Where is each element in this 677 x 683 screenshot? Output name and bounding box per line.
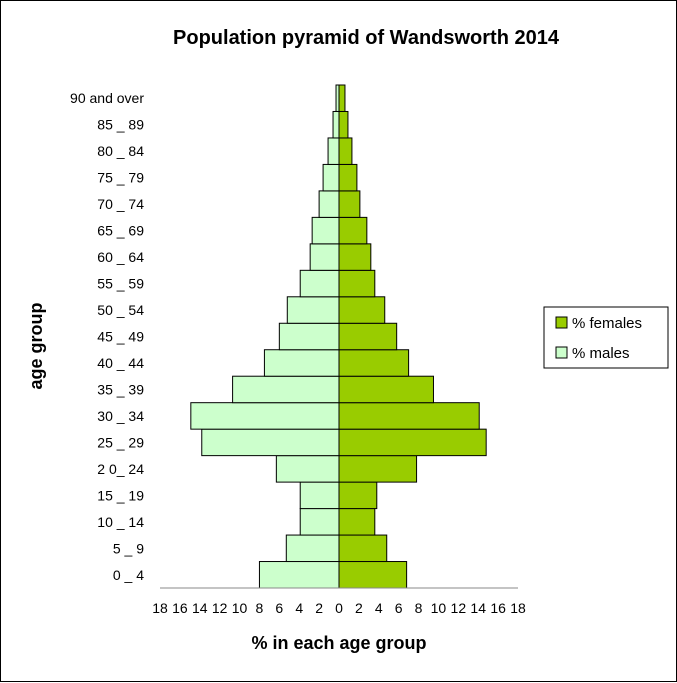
bar-male-2	[299, 508, 340, 536]
x-tick-label: 2	[315, 600, 323, 616]
bars-group	[190, 84, 487, 589]
bar-male-10	[286, 296, 340, 324]
bar-female-7	[338, 375, 434, 404]
category-label: 65 _ 69	[97, 223, 144, 239]
x-tick-label: 0	[335, 600, 343, 616]
bar-male-6	[190, 402, 340, 430]
x-tick-label: 2	[355, 600, 363, 616]
x-tick-labels: 18 16 14 12 10 8 6 4 2 0 2 4 6 8 10 12 14 16 18	[152, 600, 526, 616]
x-tick-label: 6	[275, 600, 283, 616]
legend-label-males: % males	[572, 345, 630, 362]
category-label: 50 _ 54	[97, 302, 144, 318]
x-tick-label: 18	[510, 600, 526, 616]
bar-male-5	[201, 428, 340, 457]
bar-male-15	[322, 163, 340, 192]
x-tick-label: 14	[192, 600, 208, 616]
bar-female-17	[338, 110, 349, 139]
bar-male-17	[332, 110, 340, 139]
bar-male-14	[318, 190, 340, 218]
category-label: 55 _ 59	[97, 276, 144, 292]
category-label: 45 _ 49	[97, 329, 144, 345]
x-tick-label: 16	[172, 600, 188, 616]
x-tick-label: 8	[256, 600, 264, 616]
category-label: 70 _ 74	[97, 196, 144, 212]
x-tick-label: 6	[395, 600, 403, 616]
category-label: 75 _ 79	[97, 170, 144, 186]
bar-male-16	[327, 137, 340, 165]
bar-female-8	[338, 349, 410, 377]
x-tick-label: 4	[295, 600, 303, 616]
bar-female-16	[338, 137, 353, 165]
x-tick-label: 18	[152, 600, 168, 616]
category-label: 80 _ 84	[97, 143, 144, 159]
category-label: 90 and over	[70, 90, 144, 106]
x-axis-title: % in each age group	[251, 633, 426, 653]
bar-female-1	[338, 534, 388, 563]
category-labels: 0 _ 4 5 _ 9 10 _ 14 15 _ 19 2 0_ 24 25 _ 29 30…	[70, 90, 144, 583]
legend-swatch-males	[555, 346, 568, 359]
legend-label-females: % females	[572, 315, 642, 332]
y-axis-title: age group	[26, 302, 46, 389]
bar-female-3	[338, 481, 378, 510]
bar-female-2	[338, 508, 376, 536]
bar-female-4	[338, 455, 418, 483]
bar-female-6	[338, 402, 480, 430]
category-label: 60 _ 64	[97, 249, 144, 265]
bar-male-11	[299, 269, 340, 298]
category-label: 30 _ 34	[97, 408, 144, 424]
category-label: 85 _ 89	[97, 117, 144, 133]
category-label: 10 _ 14	[97, 514, 144, 530]
bar-male-13	[311, 216, 340, 245]
legend: % females % males	[543, 306, 669, 369]
category-label: 0 _ 4	[113, 567, 144, 583]
bar-female-10	[338, 296, 386, 324]
bar-male-3	[299, 481, 340, 510]
bar-male-7	[232, 375, 340, 404]
category-label: 35 _ 39	[97, 381, 144, 397]
bar-male-9	[278, 322, 340, 351]
x-tick-label: 16	[490, 600, 506, 616]
bar-female-5	[338, 428, 487, 457]
chart-title: Population pyramid of Wandsworth 2014	[173, 27, 560, 49]
bar-female-9	[338, 322, 398, 351]
bar-male-8	[263, 349, 340, 377]
x-tick-label: 14	[470, 600, 486, 616]
bar-female-13	[338, 216, 368, 245]
bar-female-18	[338, 84, 346, 112]
category-label: 2 0_ 24	[97, 461, 144, 477]
bar-female-11	[338, 269, 376, 298]
x-tick-label: 4	[375, 600, 383, 616]
bar-male-4	[275, 455, 340, 483]
bar-female-14	[338, 190, 361, 218]
bar-male-0	[258, 561, 340, 589]
category-label: 5 _ 9	[113, 540, 144, 556]
x-tick-label: 10	[431, 600, 447, 616]
x-tick-label: 8	[415, 600, 423, 616]
category-label: 40 _ 44	[97, 355, 144, 371]
bar-male-12	[309, 243, 340, 271]
category-label: 15 _ 19	[97, 487, 144, 503]
legend-swatch-females	[555, 316, 568, 329]
bar-female-12	[338, 243, 372, 271]
bar-female-15	[338, 163, 358, 192]
x-tick-label: 10	[232, 600, 248, 616]
bar-male-1	[285, 534, 340, 563]
category-label: 25 _ 29	[97, 434, 144, 450]
bar-female-0	[338, 561, 408, 589]
x-tick-label: 12	[212, 600, 228, 616]
x-tick-label: 12	[451, 600, 467, 616]
